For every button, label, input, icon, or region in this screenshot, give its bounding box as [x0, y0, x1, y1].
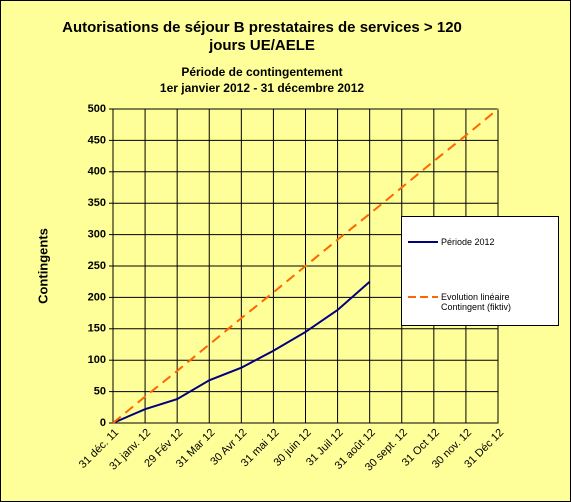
chart-subtitle: 1er janvier 2012 - 31 décembre 2012: [160, 81, 364, 95]
legend-swatch: [408, 241, 438, 243]
y-tick-label: 350: [88, 197, 106, 209]
chart-title: jours UE/AELE: [208, 37, 315, 54]
chart-title: Autorisations de séjour B prestataires d…: [62, 19, 462, 36]
y-tick-label: 250: [88, 260, 106, 272]
legend-item: Evolution linéaire Contingent (fiktiv): [408, 292, 558, 312]
y-tick-label: 500: [88, 103, 106, 115]
legend-label: Evolution linéaire Contingent (fiktiv): [441, 292, 512, 312]
y-tick-label: 400: [88, 166, 106, 178]
y-tick-label: 50: [94, 386, 106, 398]
chart-subtitle: Période de contingentement: [181, 65, 342, 79]
y-tick-label: 150: [88, 323, 106, 335]
legend-item: Période 2012: [408, 237, 558, 247]
legend-swatch: [408, 296, 438, 298]
y-tick-label: 450: [88, 134, 106, 146]
data-line: [112, 108, 499, 424]
legend-label: Période 2012: [441, 237, 495, 247]
data-line: [112, 280, 371, 424]
legend: Période 2012 Evolution linéaire Contingen…: [401, 216, 559, 326]
y-axis-label: Contingents: [35, 228, 50, 304]
y-tick-label: 300: [88, 229, 106, 241]
y-tick-label: 200: [88, 291, 106, 303]
y-tick-label: 100: [88, 354, 106, 366]
y-tick-label: 0: [100, 417, 106, 429]
